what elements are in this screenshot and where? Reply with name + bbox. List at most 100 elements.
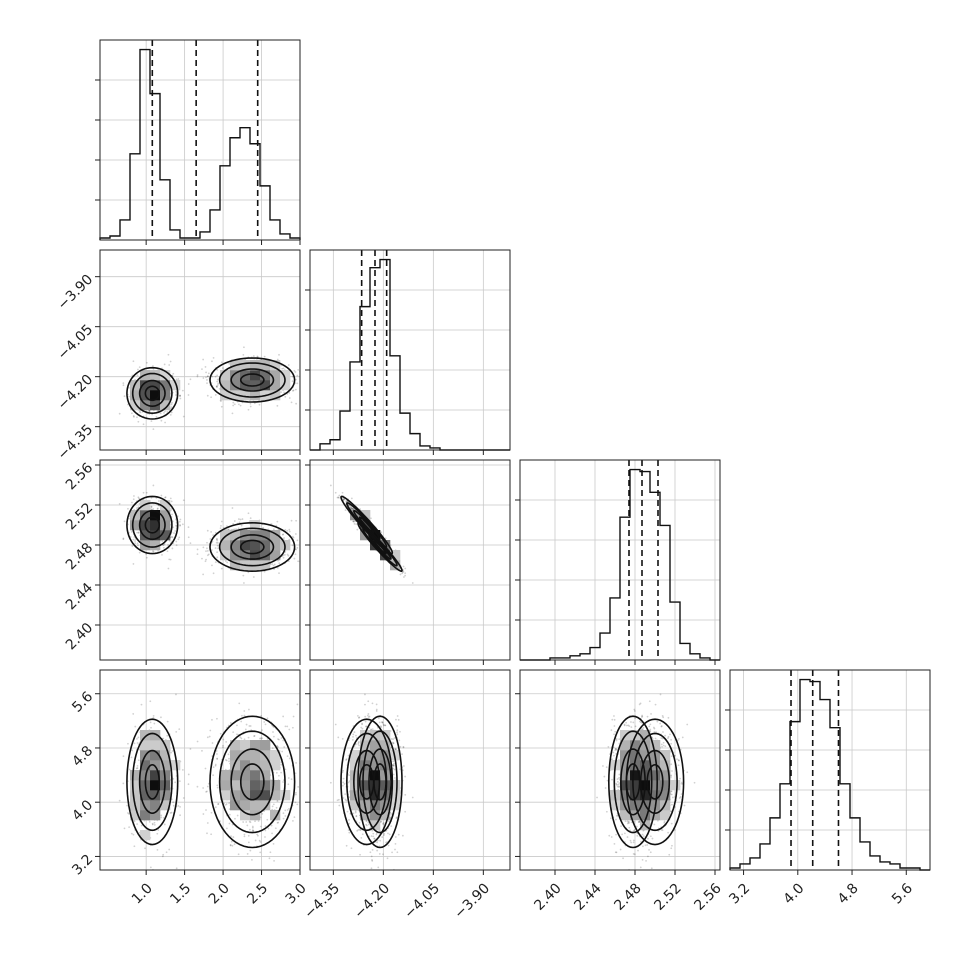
density-cell — [280, 370, 291, 381]
scatter-point — [206, 550, 209, 552]
scatter-point — [179, 397, 182, 400]
scatter-point — [220, 525, 222, 527]
scatter-point — [276, 821, 279, 824]
scatter-point — [131, 545, 134, 547]
density-cell — [270, 370, 281, 381]
scatter-point — [216, 378, 219, 381]
scatter-point — [196, 785, 199, 788]
scatter-point — [138, 411, 141, 413]
scatter-point — [288, 528, 291, 531]
scatter-point — [234, 817, 236, 820]
scatter-point — [226, 525, 228, 528]
panel-1-1 — [305, 249, 511, 455]
scatter-point — [207, 372, 210, 375]
scatter-point — [404, 574, 407, 577]
scatter-point — [211, 564, 213, 567]
scatter-point — [297, 368, 300, 371]
density-cell — [220, 370, 231, 381]
scatter-point — [341, 491, 344, 494]
scatter-point — [258, 403, 261, 406]
scatter-point — [172, 372, 175, 375]
scatter-point — [284, 809, 287, 812]
scatter-point — [252, 830, 254, 832]
scatter-point — [138, 366, 141, 369]
scatter-point — [307, 798, 309, 800]
density-cell — [130, 520, 141, 531]
scatter-point — [233, 403, 236, 406]
scatter-point — [132, 415, 135, 417]
scatter-point — [196, 553, 199, 556]
scatter-point — [163, 543, 166, 546]
scatter-point — [273, 563, 276, 566]
scatter-point — [122, 382, 125, 385]
scatter-point — [211, 742, 214, 744]
scatter-point — [187, 773, 190, 776]
scatter-point — [252, 355, 255, 357]
scatter-point — [215, 385, 218, 388]
density-cell — [270, 360, 281, 371]
scatter-point — [294, 378, 297, 381]
scatter-point — [240, 737, 243, 740]
panel-2-2 — [515, 459, 721, 665]
scatter-point — [152, 484, 155, 487]
scatter-point — [148, 410, 150, 412]
scatter-point — [189, 378, 192, 381]
scatter-point — [137, 544, 139, 547]
scatter-point — [295, 402, 298, 405]
scatter-point — [151, 413, 154, 416]
scatter-point — [196, 548, 199, 551]
density-cell — [250, 550, 261, 561]
scatter-point — [220, 405, 223, 408]
scatter-point — [296, 539, 299, 542]
scatter-point — [286, 529, 289, 532]
scatter-point — [216, 544, 219, 547]
density-cell — [140, 380, 151, 391]
contour-0-1 — [138, 379, 166, 407]
scatter-point — [182, 797, 185, 799]
panel-1-0: −4.35−4.20−4.05−3.90 — [55, 249, 309, 463]
scatter-point — [260, 715, 263, 717]
density-cell — [240, 390, 251, 401]
scatter-point — [272, 528, 275, 531]
scatter-point — [133, 415, 135, 418]
scatter-point — [296, 374, 299, 377]
scatter-point — [292, 389, 295, 392]
scatter-point — [272, 735, 275, 738]
scatter-point — [290, 519, 293, 522]
scatter-point — [399, 573, 402, 576]
contour-0-1 — [138, 509, 166, 541]
scatter-point — [216, 786, 219, 789]
scatter-point — [167, 353, 170, 356]
scatter-point — [256, 355, 259, 358]
scatter-point — [247, 512, 250, 515]
y-tick-label-1-3: −3.90 — [55, 272, 97, 314]
density-cell — [140, 530, 151, 541]
scatter-point — [243, 710, 246, 712]
histogram-1 — [310, 258, 510, 451]
scatter-point — [337, 496, 340, 499]
scatter-point — [132, 563, 135, 565]
contour-1-3 — [357, 522, 403, 572]
scatter-point — [288, 807, 290, 810]
scatter-point — [380, 531, 383, 534]
y-tick-label-2-3: 2.52 — [63, 500, 96, 533]
scatter-point — [134, 540, 136, 542]
scatter-point — [220, 361, 223, 364]
scatter-point — [220, 520, 223, 523]
scatter-point — [266, 717, 269, 720]
scatter-point — [252, 576, 255, 578]
density-cell — [270, 390, 281, 401]
scatter-point — [294, 791, 297, 794]
scatter-point — [297, 560, 300, 563]
contour-0-0 — [144, 385, 161, 402]
panel-0-0 — [95, 39, 301, 245]
scatter-point — [216, 538, 218, 541]
scatter-point — [243, 346, 245, 349]
scatter-point — [212, 534, 215, 536]
scatter-point — [307, 390, 309, 392]
scatter-point — [123, 520, 126, 523]
scatter-point — [170, 751, 173, 754]
scatter-point — [173, 532, 175, 534]
scatter-point — [152, 428, 155, 431]
scatter-point — [174, 530, 177, 532]
